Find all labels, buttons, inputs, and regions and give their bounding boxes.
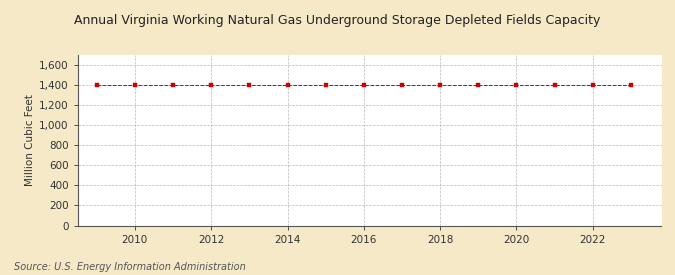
Text: Annual Virginia Working Natural Gas Underground Storage Depleted Fields Capacity: Annual Virginia Working Natural Gas Unde…	[74, 14, 601, 27]
Text: Source: U.S. Energy Information Administration: Source: U.S. Energy Information Administ…	[14, 262, 245, 272]
Y-axis label: Million Cubic Feet: Million Cubic Feet	[25, 94, 35, 186]
